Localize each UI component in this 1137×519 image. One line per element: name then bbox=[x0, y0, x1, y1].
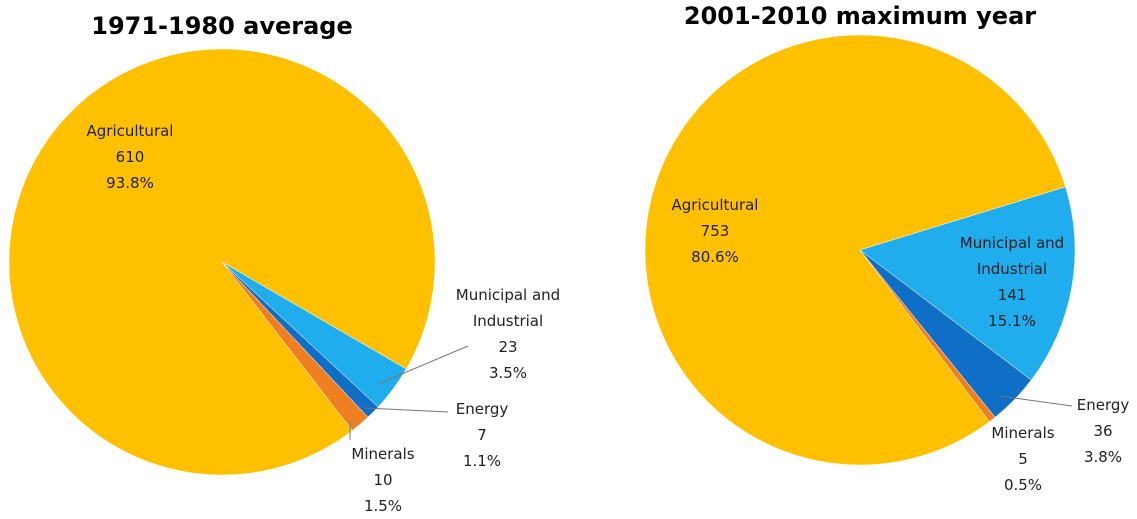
pie-slice bbox=[859, 249, 996, 423]
slice-label: Energy 36 3.8% bbox=[1063, 392, 1137, 470]
leader-line bbox=[999, 395, 1073, 407]
value-label: 141 bbox=[997, 286, 1027, 304]
percent-label: 0.5% bbox=[1003, 476, 1043, 494]
leader-line bbox=[364, 407, 449, 413]
percent-label: 3.8% bbox=[1083, 448, 1123, 466]
value-label: 5 bbox=[1018, 450, 1028, 468]
pie-slice bbox=[221, 261, 369, 431]
slice-label: Minerals 5 0.5% bbox=[978, 420, 1068, 498]
pie-slice bbox=[644, 34, 1066, 466]
value-label: 23 bbox=[498, 338, 518, 356]
category-label: Energy bbox=[1076, 396, 1130, 414]
percent-label: 15.1% bbox=[988, 312, 1036, 330]
slice-label: Municipal and Industrial 141 15.1% bbox=[937, 230, 1087, 334]
category-label: Agricultural bbox=[671, 196, 759, 214]
pie bbox=[8, 48, 436, 476]
category-label: Municipal and Industrial bbox=[959, 234, 1065, 278]
category-label: Municipal and Industrial bbox=[455, 286, 561, 330]
value-label: 753 bbox=[700, 222, 730, 240]
leader-line bbox=[377, 345, 469, 385]
category-label: Energy bbox=[455, 400, 509, 418]
value-label: 610 bbox=[115, 148, 145, 166]
percent-label: 80.6% bbox=[691, 248, 739, 266]
percent-label: 3.5% bbox=[488, 364, 528, 382]
slice-label: Agricultural 753 80.6% bbox=[655, 192, 775, 270]
category-label: Minerals bbox=[991, 424, 1055, 442]
leader-lines bbox=[349, 345, 1073, 440]
value-label: 10 bbox=[373, 471, 393, 489]
value-label: 36 bbox=[1093, 422, 1113, 440]
pie bbox=[644, 34, 1076, 466]
category-label: Minerals bbox=[351, 445, 415, 463]
slice-label: Municipal and Industrial 23 3.5% bbox=[433, 282, 583, 386]
slice-label: Energy 7 1.1% bbox=[432, 396, 532, 474]
category-label: Agricultural bbox=[86, 122, 174, 140]
chart-title: 2001-2010 maximum year bbox=[683, 2, 1037, 30]
slice-label: Minerals 10 1.5% bbox=[333, 441, 433, 519]
pie-slice bbox=[859, 186, 1076, 381]
chart-title: 1971-1980 average bbox=[91, 12, 353, 40]
slice-label: Agricultural 610 93.8% bbox=[70, 118, 190, 196]
percent-label: 93.8% bbox=[106, 174, 154, 192]
percent-label: 1.1% bbox=[462, 452, 502, 470]
percent-label: 1.5% bbox=[363, 497, 403, 515]
value-label: 7 bbox=[477, 426, 487, 444]
